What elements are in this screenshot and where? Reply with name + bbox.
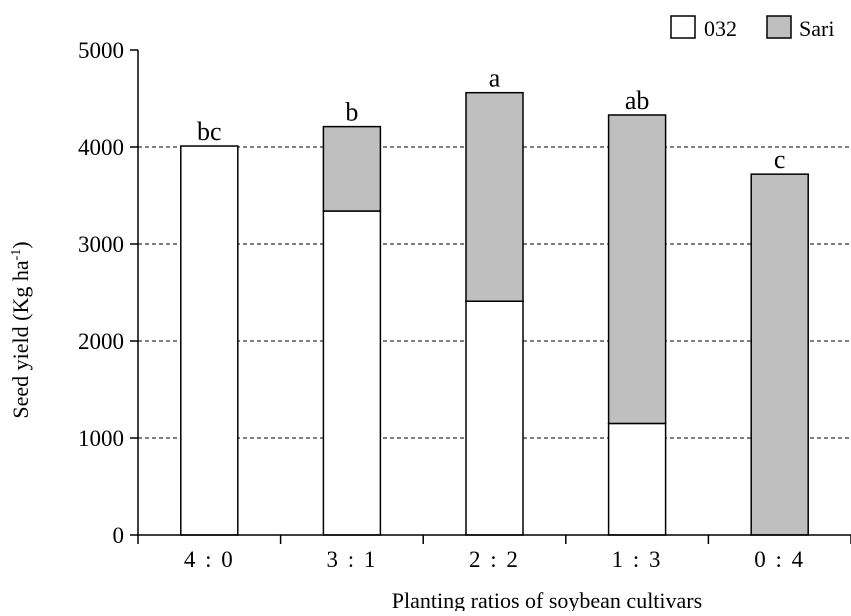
x-category-label-2: 2 : 2 [469,547,520,572]
y-tick-label-0: 0 [113,523,125,548]
legend-label-032: 032 [704,16,737,41]
bar-sari-4 [750,173,809,536]
significance-label-4: c [774,145,786,174]
y-axis-title-main: Seed yield (Kg ha [8,260,33,418]
y-tick-label-3000: 3000 [78,232,124,257]
significance-label-2: a [489,64,501,93]
legend: 032 Sari [670,15,834,41]
y-axis-title-close: ) [8,241,33,248]
y-axis-title-superscript: -1 [9,249,24,261]
x-category-label-1: 3 : 1 [326,547,377,572]
bar-032-1 [322,210,382,536]
labels: bc b a ab c 0 1000 2000 3000 4000 5000 4 : 0 3 : 1 2 … [78,38,805,572]
legend-swatch-sari [766,15,792,39]
x-category-label-4: 0 : 4 [754,547,805,572]
legend-swatch-032 [670,15,696,39]
significance-label-1: b [345,98,358,127]
y-tick-label-2000: 2000 [78,329,124,354]
bar-032-2 [465,300,524,536]
significance-label-3: ab [625,86,650,115]
bar-032-3 [607,422,667,536]
x-category-label-0: 4 : 0 [184,547,235,572]
bar-sari-2 [465,91,524,302]
y-tick-label-5000: 5000 [78,38,124,63]
y-axis-title: Seed yield (Kg ha-1) [8,241,33,418]
bar-sari-3 [607,114,667,425]
x-axis-title: Planting ratios of soybean cultivars [392,588,702,611]
bar-sari-1 [322,125,382,212]
y-tick-label-4000: 4000 [78,135,124,160]
bars [180,91,809,536]
y-tick-label-1000: 1000 [78,426,124,451]
axes [130,49,851,544]
bar-032-0 [180,145,239,536]
x-category-label-3: 1 : 3 [612,547,663,572]
legend-label-sari: Sari [799,16,834,41]
significance-label-0: bc [197,117,222,146]
